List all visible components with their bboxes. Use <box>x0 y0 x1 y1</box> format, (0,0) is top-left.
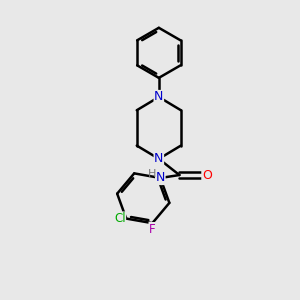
Text: N: N <box>156 172 165 184</box>
Text: Cl: Cl <box>114 212 126 225</box>
Text: H: H <box>148 169 156 179</box>
Text: N: N <box>154 91 164 103</box>
Text: F: F <box>149 223 156 236</box>
Text: O: O <box>202 169 212 182</box>
Text: N: N <box>154 152 164 165</box>
